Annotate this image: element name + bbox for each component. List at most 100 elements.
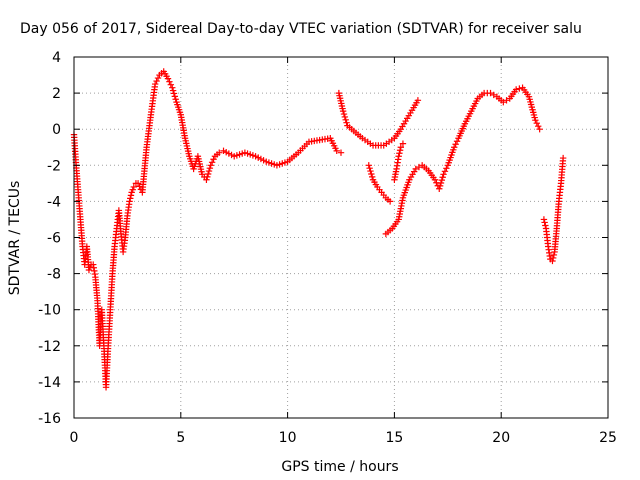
data-point: [441, 168, 449, 175]
x-tick-label: 15: [385, 430, 403, 446]
data-point: [436, 182, 444, 190]
series-segment-4: [382, 84, 543, 238]
x-tick-label: 10: [279, 430, 297, 446]
x-axis-label: GPS time / hours: [281, 459, 398, 475]
y-tick-label: -4: [47, 194, 61, 210]
data-point: [166, 78, 173, 85]
data-point: [412, 165, 419, 173]
data-point: [205, 167, 213, 175]
x-tick-label: 5: [176, 430, 185, 446]
data-point: [134, 180, 142, 187]
data-point: [203, 176, 210, 183]
axes: 0 5 10 15 20 25 -16 -14 -12 -10 -8 -6 -4 -2 0 2 4: [38, 50, 617, 446]
data-point: [512, 86, 520, 93]
data-point: [127, 195, 134, 202]
data-point: [136, 183, 143, 190]
data-point: [452, 141, 459, 148]
data-point: [206, 164, 214, 172]
data-point: [366, 164, 373, 172]
data-point: [535, 122, 542, 130]
data-point: [341, 113, 349, 121]
series-segment-1: [70, 68, 345, 391]
data-point: [339, 107, 347, 115]
y-axis-label: SDTVAR / TECUs: [7, 181, 23, 296]
y-tick-label: -10: [38, 303, 61, 319]
data-point: [170, 90, 178, 97]
data-point: [559, 154, 567, 162]
data-point: [164, 75, 172, 82]
y-tick-label: -8: [47, 267, 61, 283]
x-tick-label: 25: [599, 430, 617, 446]
data-point: [439, 174, 446, 181]
y-tick-label: -6: [47, 231, 61, 247]
data-point: [216, 149, 223, 156]
data-point: [549, 254, 557, 262]
data-point: [516, 85, 523, 92]
data-point: [549, 257, 556, 265]
data-point: [436, 185, 443, 192]
data-point: [490, 91, 497, 99]
series-segment-6: [540, 154, 567, 265]
series-segment-5: [391, 140, 407, 183]
y-tick-label: -16: [38, 411, 61, 427]
data-point: [368, 170, 375, 178]
data-point: [337, 149, 345, 156]
data-point: [169, 87, 177, 94]
data-point: [207, 162, 214, 169]
data-point: [396, 150, 403, 157]
data-point: [500, 98, 507, 106]
data-point: [342, 116, 349, 124]
y-tick-label: -2: [47, 158, 61, 174]
data-point: [368, 173, 376, 181]
y-tick-label: 0: [52, 122, 61, 138]
data-point: [167, 81, 175, 88]
data-point: [204, 170, 212, 178]
data-point: [396, 147, 404, 154]
y-tick-label: 2: [52, 86, 61, 102]
data-point: [453, 138, 461, 145]
data-point: [367, 167, 374, 175]
data-point: [443, 165, 450, 172]
data-point: [397, 144, 405, 151]
data-point: [333, 147, 340, 155]
data-point: [437, 179, 445, 187]
x-tick-label: 20: [492, 430, 510, 446]
data-point: [172, 96, 179, 103]
data-point: [438, 176, 446, 184]
data-point: [415, 163, 423, 171]
series-segment-3: [365, 162, 394, 205]
data-point: [153, 77, 160, 85]
data-point: [440, 171, 447, 178]
grid-lines: [74, 57, 608, 418]
data-point: [542, 222, 549, 229]
y-tick-label: -14: [38, 375, 61, 391]
data-point: [541, 219, 548, 226]
series-segment-2: [335, 89, 422, 149]
data-points: [70, 68, 567, 391]
data-point: [386, 198, 394, 205]
chart-title: Day 056 of 2017, Sidereal Day-to-day VTE…: [20, 21, 582, 37]
data-point: [126, 198, 133, 205]
data-point: [365, 162, 372, 169]
data-point: [451, 144, 458, 151]
data-point: [204, 173, 211, 181]
data-point: [395, 153, 402, 160]
data-point: [536, 126, 543, 133]
data-point: [503, 97, 510, 104]
data-point: [533, 119, 540, 127]
data-point: [532, 116, 539, 124]
data-point: [550, 251, 558, 259]
data-point: [210, 156, 217, 163]
data-point: [414, 97, 422, 104]
data-point: [151, 80, 159, 88]
data-point: [487, 89, 494, 97]
y-tick-label: 4: [52, 50, 61, 66]
data-point: [340, 110, 348, 118]
y-tick-label: -12: [38, 339, 61, 355]
data-point: [343, 119, 350, 126]
data-point: [540, 216, 548, 223]
data-point: [171, 93, 179, 100]
data-point: [399, 140, 407, 147]
data-point: [208, 159, 216, 166]
